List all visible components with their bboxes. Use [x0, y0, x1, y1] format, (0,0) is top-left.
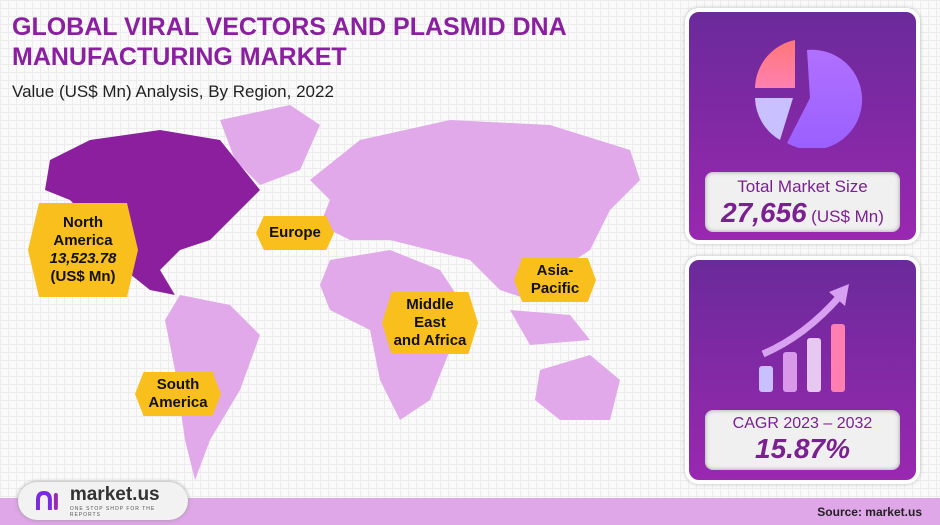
- brand-tagline: ONE STOP SHOP FOR THE REPORTS: [69, 506, 156, 518]
- north-america-highlight: [45, 130, 260, 295]
- ap-line2: Pacific: [530, 280, 580, 297]
- cagr-box: CAGR 2023 – 2032 15.87%: [705, 410, 900, 470]
- market-size-label: Total Market Size: [737, 177, 868, 196]
- na-unit: (US$ Mn): [50, 268, 116, 285]
- label-south-america: South America: [135, 372, 221, 416]
- australia: [535, 355, 620, 420]
- na-line2: America: [53, 232, 113, 249]
- page-subtitle: Value (US$ Mn) Analysis, By Region, 2022: [12, 82, 334, 101]
- growth-chart-icon: [759, 284, 849, 392]
- na-line1: North: [63, 214, 103, 231]
- market-size-value: 27,656: [721, 197, 807, 228]
- market-us-logo: market.us ONE STOP SHOP FOR THE REPORTS: [18, 482, 188, 520]
- page-title: GLOBAL VIRAL VECTORS AND PLASMID DNA MAN…: [12, 13, 566, 71]
- logo-mark-icon: [36, 491, 58, 510]
- pie-chart-icon: [755, 40, 863, 148]
- southeast-asia: [510, 310, 590, 345]
- cagr-card: CAGR 2023 – 2032 15.87%: [685, 256, 920, 484]
- mea-line3: and Africa: [393, 332, 467, 349]
- cagr-value: 15.87%: [755, 433, 850, 464]
- label-north-america: North America 13,523.78 (US$ Mn): [28, 203, 138, 297]
- market-size-unit: (US$ Mn): [811, 207, 884, 226]
- cagr-label: CAGR 2023 – 2032: [732, 415, 873, 432]
- mea-line1: Middle: [406, 296, 454, 313]
- label-asia-pacific: Asia- Pacific: [514, 258, 596, 302]
- market-size-box: Total Market Size 27,656 (US$ Mn): [705, 172, 900, 232]
- ap-line1: Asia-: [536, 262, 574, 279]
- source-text: Source: market.us: [817, 505, 922, 519]
- label-mea: Middle East and Africa: [382, 292, 478, 354]
- greenland: [220, 105, 320, 185]
- na-value: 13,523.78: [49, 250, 117, 267]
- mea-line2: East: [414, 314, 446, 331]
- europe-text: Europe: [269, 224, 321, 241]
- europe-asia: [310, 120, 640, 300]
- sa-line1: South: [156, 376, 200, 393]
- brand-name: market.us: [69, 484, 160, 505]
- label-europe: Europe: [256, 216, 334, 250]
- market-size-card: Total Market Size 27,656 (US$ Mn): [685, 8, 920, 244]
- sa-line2: America: [148, 394, 208, 411]
